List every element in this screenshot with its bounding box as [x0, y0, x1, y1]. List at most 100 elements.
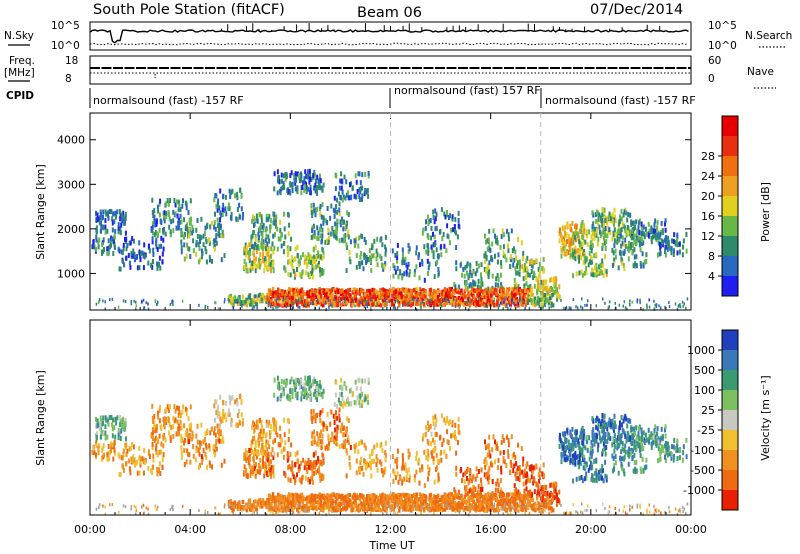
data-cell: [180, 244, 183, 250]
data-cell: [291, 463, 294, 469]
data-cell: [479, 281, 482, 287]
data-cell: [285, 305, 288, 309]
data-cell: [317, 230, 320, 236]
data-cell: [105, 417, 108, 423]
data-cell: [383, 288, 386, 293]
data-cell: [653, 233, 656, 239]
data-cell: [487, 491, 490, 497]
data-cell: [488, 228, 491, 234]
data-cell: [209, 257, 211, 263]
data-cell: [620, 208, 623, 214]
data-cell: [515, 476, 518, 481]
data-cell: [363, 458, 365, 464]
data-cell: [429, 423, 432, 429]
data-cell: [199, 463, 201, 468]
data-cell: [294, 246, 297, 252]
data-cell: [296, 292, 300, 297]
data-cell: [310, 260, 312, 266]
data-cell: [336, 425, 339, 430]
data-cell: [298, 464, 301, 470]
data-cell: [269, 424, 272, 430]
data-cell: [372, 459, 375, 464]
data-cell: [525, 273, 528, 279]
data-cell: [427, 265, 430, 271]
data-cell: [188, 439, 190, 445]
data-cell: [415, 264, 418, 270]
data-cell: [213, 243, 216, 249]
data-cell: [341, 216, 344, 222]
data-cell: [502, 456, 505, 462]
data-cell: [435, 466, 437, 472]
data-cell: [601, 270, 604, 276]
data-cell: [280, 449, 283, 455]
data-cell: [396, 251, 399, 257]
data-cell: [302, 180, 305, 186]
data-cell: [224, 194, 227, 200]
data-cell: [289, 302, 291, 306]
data-cell: [517, 302, 520, 306]
data-cell: [93, 450, 96, 456]
data-cell: [353, 443, 356, 449]
data-cell: [258, 440, 260, 446]
data-cell: [213, 220, 216, 226]
data-cell: [151, 430, 154, 436]
data-cell: [327, 445, 330, 451]
data-cell: [430, 235, 433, 241]
data-cell: [97, 244, 100, 250]
data-cell: [542, 256, 545, 262]
data-cell: [530, 293, 533, 297]
data-cell: [284, 172, 287, 178]
data-cell: [198, 303, 200, 307]
data-cell: [293, 175, 296, 181]
data-cell: [119, 212, 122, 218]
data-cell: [242, 212, 244, 217]
data-cell: [474, 486, 477, 492]
data-cell: [373, 444, 376, 450]
data-cell: [120, 215, 123, 221]
data-cell: [487, 274, 490, 280]
data-cell: [253, 458, 255, 464]
data-cell: [341, 288, 344, 293]
data-cell: [408, 477, 411, 483]
data-cell: [117, 305, 120, 309]
data-cell: [486, 452, 489, 458]
data-cell: [260, 450, 263, 456]
data-cell: [554, 481, 557, 487]
data-cell: [595, 209, 598, 215]
data-cell: [463, 479, 466, 485]
data-cell: [474, 298, 478, 303]
data-cell: [133, 251, 136, 257]
data-cell: [640, 226, 643, 232]
data-cell: [497, 306, 500, 310]
data-cell: [210, 220, 213, 226]
data-cell: [522, 276, 525, 282]
data-cell: [311, 293, 315, 298]
data-cell: [544, 491, 547, 497]
data-cell: [242, 417, 244, 423]
data-cell: [321, 187, 324, 193]
data-cell: [495, 276, 498, 282]
data-cell: [286, 252, 289, 258]
data-cell: [364, 445, 367, 451]
data-cell: [304, 303, 306, 307]
data-cell: [266, 452, 269, 458]
data-cell: [358, 291, 362, 296]
data-cell: [578, 270, 581, 276]
data-cell: [430, 244, 433, 250]
data-cell: [184, 232, 186, 237]
data-cell: [633, 233, 636, 239]
data-cell: [284, 234, 287, 240]
data-cell: [361, 172, 364, 178]
data-cell: [336, 223, 339, 228]
data-cell: [119, 226, 122, 231]
data-cell: [427, 470, 430, 476]
data-cell: [272, 439, 275, 445]
data-cell: [415, 301, 418, 306]
data-cell: [123, 215, 126, 221]
data-cell: [255, 468, 258, 474]
data-cell: [321, 439, 324, 445]
data-cell: [466, 286, 469, 291]
data-cell: [315, 254, 318, 260]
data-cell: [311, 473, 314, 479]
freq-label: Freq.: [9, 55, 35, 67]
